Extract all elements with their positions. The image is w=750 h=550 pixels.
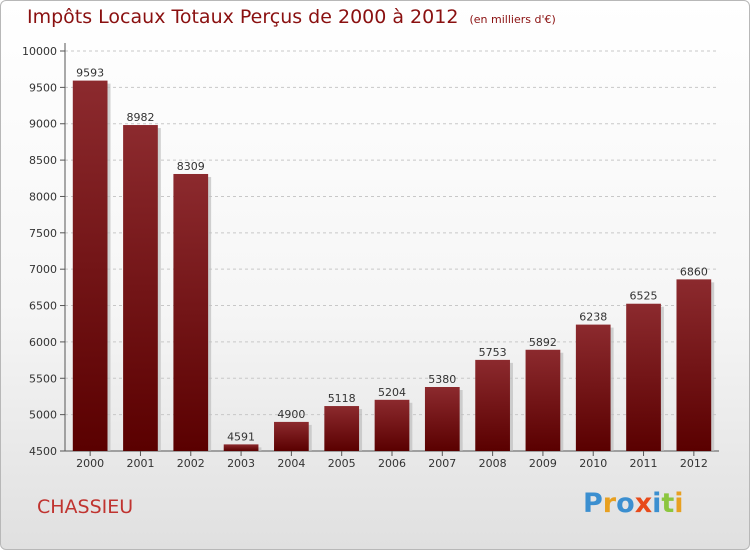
bar-value-label: 9593 xyxy=(76,67,104,80)
bar-value-label: 8309 xyxy=(177,160,205,173)
bar xyxy=(525,349,561,451)
y-tick-label: 6500 xyxy=(29,300,57,313)
x-tick-label: 2010 xyxy=(579,457,607,470)
bar-value-label: 8982 xyxy=(126,111,154,124)
bar-value-label: 4900 xyxy=(277,408,305,421)
logo-letter: r xyxy=(602,488,617,519)
bar-value-label: 5753 xyxy=(479,346,507,359)
y-tick-label: 10000 xyxy=(22,45,57,58)
bar xyxy=(676,279,712,451)
x-tick-label: 2004 xyxy=(277,457,305,470)
x-tick-label: 2008 xyxy=(479,457,507,470)
bar xyxy=(475,359,510,451)
commune-name: CHASSIEU xyxy=(37,496,134,518)
title-row: Impôts Locaux Totaux Perçus de 2000 à 20… xyxy=(27,6,556,28)
logo-letter: i xyxy=(652,488,662,519)
bar-value-label: 6525 xyxy=(630,290,658,303)
y-tick-label: 8000 xyxy=(29,190,57,203)
y-tick-label: 5500 xyxy=(29,372,57,385)
y-tick-label: 5000 xyxy=(29,409,57,422)
logo-letter: t xyxy=(661,488,675,519)
y-tick-label: 9500 xyxy=(29,81,57,94)
bar-value-label: 5204 xyxy=(378,386,406,399)
bar xyxy=(173,173,209,451)
y-tick-label: 7500 xyxy=(29,227,57,240)
proxiti-logo[interactable]: Proxiti xyxy=(583,488,684,519)
x-tick-label: 2006 xyxy=(378,457,406,470)
x-tick-label: 2012 xyxy=(680,457,708,470)
bar xyxy=(626,303,661,451)
bar xyxy=(424,387,460,451)
bar-value-label: 6860 xyxy=(680,265,708,278)
x-tick-label: 2000 xyxy=(76,457,104,470)
bar xyxy=(575,324,611,451)
unit-note: (en milliers d'€) xyxy=(469,13,556,26)
logo-letter: x xyxy=(634,488,653,519)
bar xyxy=(223,444,259,451)
x-tick-label: 2003 xyxy=(227,457,255,470)
bar-value-label: 5380 xyxy=(428,373,456,386)
bar xyxy=(374,399,410,451)
bars xyxy=(72,80,715,451)
chart-title: Impôts Locaux Totaux Perçus de 2000 à 20… xyxy=(27,6,459,28)
bar xyxy=(123,125,158,451)
logo-letter: o xyxy=(616,488,635,519)
x-tick-label: 2002 xyxy=(177,457,205,470)
logo-letter: P xyxy=(583,488,603,519)
bar xyxy=(72,80,108,451)
bar-value-label: 5118 xyxy=(328,392,356,405)
y-tick-label: 6000 xyxy=(29,336,57,349)
labels: 4500 5000 5500 6000 6500 7000 7500 8000 8500 9000… xyxy=(22,45,708,470)
bar xyxy=(324,406,360,451)
x-tick-label: 2001 xyxy=(126,457,154,470)
y-tick-label: 8500 xyxy=(29,154,57,167)
bar-value-label: 6238 xyxy=(579,311,607,324)
x-tick-label: 2005 xyxy=(328,457,356,470)
bar-value-label: 4591 xyxy=(227,430,255,443)
y-tick-label: 7000 xyxy=(29,263,57,276)
logo-letter: i xyxy=(674,488,684,519)
bar xyxy=(274,421,309,451)
x-tick-label: 2011 xyxy=(630,457,658,470)
y-tick-label: 9000 xyxy=(29,118,57,131)
x-tick-label: 2009 xyxy=(529,457,557,470)
bar-value-label: 5892 xyxy=(529,336,557,349)
y-tick-label: 4500 xyxy=(29,445,57,458)
x-tick-label: 2007 xyxy=(428,457,456,470)
